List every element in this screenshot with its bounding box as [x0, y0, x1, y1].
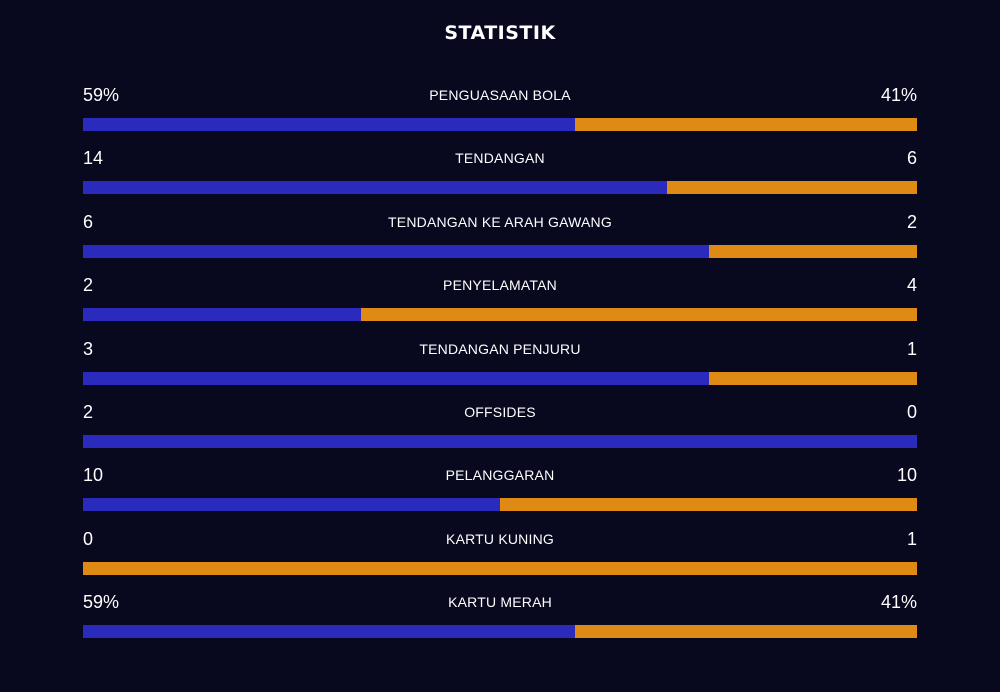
home-value: 2 [83, 275, 94, 296]
stat-row: 0 KARTU KUNING 1 [83, 528, 917, 584]
away-value: 2 [906, 211, 917, 232]
away-bar-segment [708, 371, 917, 385]
stat-row: 2 OFFSIDES 0 [83, 401, 917, 457]
stat-row: 59% PENGUASAAN BOLA 41% [83, 84, 917, 140]
away-bar-segment [500, 498, 917, 512]
away-bar-segment [83, 561, 917, 575]
stat-label: TENDANGAN PENJURU [419, 340, 581, 357]
stat-label: KARTU MERAH [448, 594, 552, 611]
stat-label: OFFSIDES [464, 404, 536, 420]
home-bar-segment [83, 308, 361, 322]
comparison-bar [83, 498, 917, 512]
stat-row: 2 PENYELAMATAN 4 [83, 274, 917, 330]
home-bar-segment [83, 118, 576, 131]
stat-label: TENDANGAN KE ARAH GAWANG [388, 213, 612, 230]
comparison-bar [83, 371, 917, 385]
home-value: 10 [83, 465, 104, 486]
home-value: 14 [83, 148, 104, 169]
home-value: 2 [83, 402, 94, 422]
home-bar-segment [83, 498, 500, 512]
comparison-bar [83, 625, 917, 639]
away-value: 41% [880, 592, 917, 613]
stat-row: 10 PELANGGARAN 10 [83, 464, 917, 520]
stat-row: 6 TENDANGAN KE ARAH GAWANG 2 [83, 211, 917, 267]
comparison-bar [83, 308, 917, 322]
away-value: 4 [906, 275, 917, 296]
stat-row: 59% KARTU MERAH 41% [83, 591, 917, 647]
away-bar-segment [575, 118, 917, 131]
comparison-bar [83, 561, 917, 575]
home-bar-segment [83, 625, 576, 639]
comparison-bar [83, 244, 917, 258]
away-value: 41% [880, 85, 917, 105]
away-value: 10 [896, 465, 917, 486]
away-bar-segment [360, 308, 917, 322]
home-bar-segment [83, 244, 709, 258]
stat-label: TENDANGAN [455, 150, 545, 167]
away-value: 0 [906, 402, 917, 422]
stat-label: PELANGGARAN [445, 467, 555, 484]
home-bar-segment [83, 435, 917, 448]
stat-row: 3 TENDANGAN PENJURU 1 [83, 338, 917, 394]
stat-row: 14 TENDANGAN 6 [83, 147, 917, 203]
stat-label: KARTU KUNING [446, 530, 554, 547]
home-value: 59% [83, 592, 120, 613]
away-value: 6 [906, 148, 917, 169]
home-value: 6 [83, 211, 94, 232]
away-value: 1 [906, 338, 917, 359]
away-bar-segment [666, 181, 917, 195]
away-bar-segment [575, 625, 917, 639]
comparison-bar [83, 435, 917, 448]
stat-label: PENYELAMATAN [443, 277, 557, 294]
stat-label: PENGUASAAN BOLA [429, 87, 571, 103]
away-value: 1 [906, 528, 917, 549]
comparison-bar [83, 181, 917, 195]
home-bar-segment [83, 371, 709, 385]
home-value: 0 [83, 528, 94, 549]
home-value: 3 [83, 338, 94, 359]
page-title: STATISTIK [444, 22, 556, 44]
home-bar-segment [83, 181, 667, 195]
comparison-bar [83, 118, 917, 131]
away-bar-segment [708, 244, 917, 258]
home-value: 59% [83, 85, 120, 105]
